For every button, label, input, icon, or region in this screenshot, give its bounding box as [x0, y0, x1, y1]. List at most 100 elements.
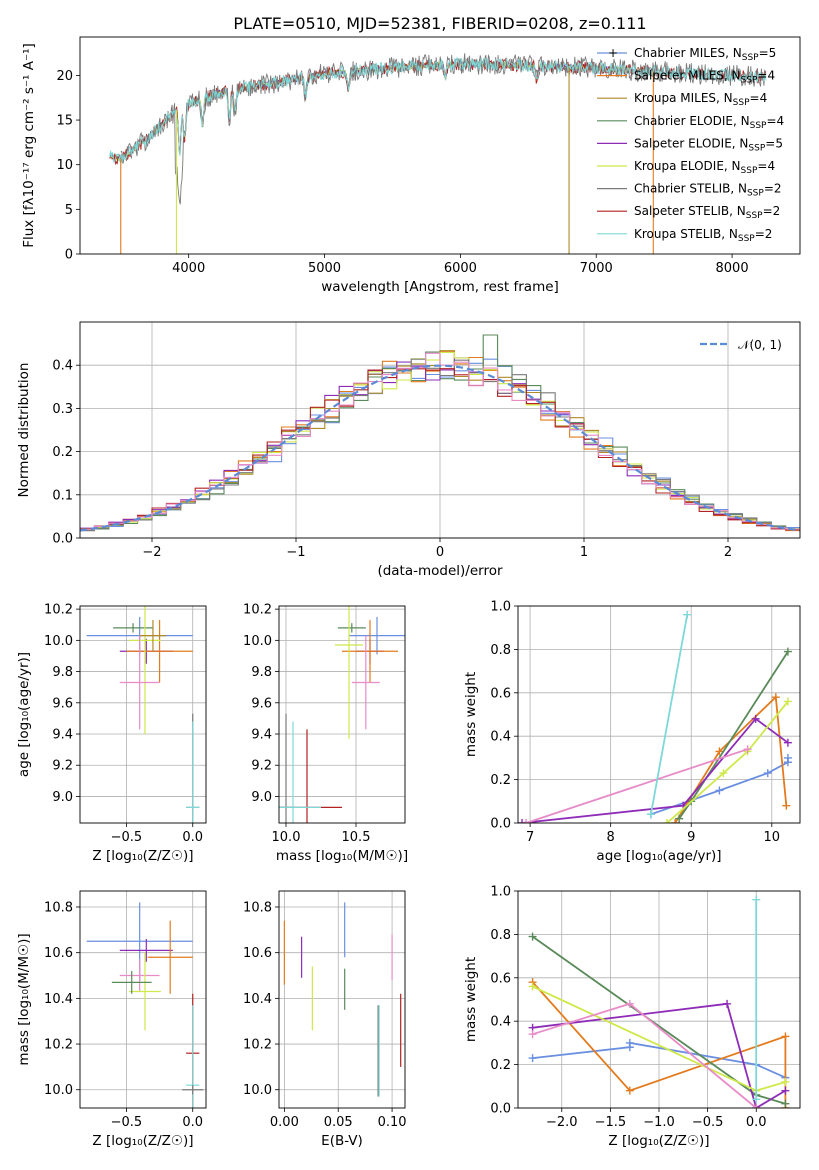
- y-tick-label: 10.4: [243, 992, 272, 1007]
- weight-marker: [528, 932, 537, 941]
- y-tick-label: 0.8: [490, 928, 511, 943]
- y-tick-label: 0.4: [490, 1015, 511, 1030]
- weight-marker: [518, 819, 527, 823]
- weight-line: [650, 614, 689, 815]
- x-tick-label: 10.0: [272, 830, 301, 845]
- y-tick-label: 0.3: [52, 402, 73, 417]
- weight-marker: [763, 769, 772, 778]
- x-tick-label: 7000: [580, 261, 613, 276]
- x-tick-label: 0: [436, 545, 444, 560]
- y-tick-label: 10: [56, 158, 73, 173]
- legend-label: Chabrier MILES, NSSP=5: [634, 46, 776, 63]
- mass-vs-Z-panel: −0.5 0.0 10.0 10.2 10.4 10.6 10.8 Z [log₁₀(Z/Z☉…: [16, 890, 207, 1149]
- legend-label: Kroupa MILES, NSSP=4: [634, 91, 767, 108]
- legend-label: Salpeter MILES, NSSP=4: [634, 69, 775, 86]
- y-tick-label: 10.8: [243, 900, 272, 915]
- weight-marker: [781, 1032, 790, 1041]
- legend-label: Chabrier ELODIE, NSSP=4: [634, 114, 784, 131]
- y-tick-label: 10.2: [44, 1038, 73, 1053]
- axes-frame: [517, 605, 801, 824]
- axes-frame: [517, 890, 801, 1109]
- x-tick-label: 0.10: [378, 1115, 407, 1130]
- weight-marker: [783, 697, 792, 706]
- weight-marker: [625, 1086, 634, 1095]
- weight-marker: [528, 1054, 537, 1063]
- weight-marker: [528, 1030, 537, 1039]
- axes-frame: [278, 890, 406, 1109]
- x-tick-label: 7: [526, 830, 534, 845]
- legend-label: Chabrier STELIB, NSSP=2: [634, 182, 782, 199]
- weight-marker: [675, 814, 684, 823]
- spectrum-panel: 4000 5000 6000 7000 8000 0 5 10 15 20 wavelength […: [21, 36, 801, 295]
- x-tick-label: 10.5: [342, 830, 371, 845]
- weight-marker: [671, 819, 680, 823]
- weight-marker: [528, 982, 537, 991]
- x-tick-label: −1: [286, 545, 305, 560]
- weight-marker: [715, 786, 724, 795]
- x-axis-label: E(B-V): [321, 1133, 363, 1149]
- y-tick-label: 0.4: [490, 730, 511, 745]
- weight-line: [666, 700, 789, 823]
- y-tick-label: 9.0: [52, 790, 73, 805]
- legend-label: Salpeter ELODIE, NSSP=5: [634, 136, 783, 153]
- axes-frame: [79, 321, 801, 539]
- spectrum-trace: [109, 56, 767, 164]
- y-tick-label: 10.8: [44, 900, 73, 915]
- y-tick-label: 15: [56, 114, 73, 129]
- weight-line: [650, 757, 789, 816]
- y-tick-label: 10.6: [44, 946, 73, 961]
- x-tick-label: 9: [687, 830, 695, 845]
- x-tick-label: 0.00: [270, 1115, 299, 1130]
- y-tick-label: 10.2: [243, 603, 272, 618]
- weight-marker: [782, 801, 791, 810]
- weight-line: [525, 748, 748, 823]
- y-tick-label: 10.0: [243, 634, 272, 649]
- y-tick-label: 1.0: [490, 885, 511, 900]
- y-tick-label: 9.0: [251, 790, 272, 805]
- plot-area: [80, 334, 800, 532]
- weight-marker: [752, 895, 761, 904]
- x-tick-label: 10: [764, 830, 781, 845]
- age-vs-Z-panel: −0.5 0.0 9.0 9.2 9.4 9.6 9.8 10.0 10.2 Z [log₁₀(Z…: [16, 603, 207, 864]
- plot-area: [283, 902, 402, 1097]
- y-tick-label: 0.0: [490, 817, 511, 832]
- gaussian-curve: [80, 364, 800, 532]
- y-tick-label: 0: [65, 248, 73, 263]
- x-tick-label: 4000: [172, 261, 205, 276]
- weight-marker: [743, 745, 752, 754]
- mass-vs-ebv-panel: 0.00 0.05 0.10 10.0 10.2 10.4 10.6 10.8 E(B-V): [243, 890, 407, 1149]
- weight-marker: [625, 999, 634, 1008]
- y-tick-label: 0.2: [490, 1058, 511, 1073]
- y-axis-label: mass weight: [463, 957, 479, 1042]
- weight-marker: [752, 1095, 761, 1104]
- weight-marker: [781, 1099, 790, 1108]
- y-tick-label: 9.2: [52, 759, 73, 774]
- y-tick-label: 10.0: [243, 1083, 272, 1098]
- y-tick-label: 0.1: [52, 488, 73, 503]
- y-tick-label: 0.6: [490, 971, 511, 986]
- weight-marker: [771, 693, 780, 702]
- y-tick-label: 10.2: [243, 1038, 272, 1053]
- x-axis-label: mass [log₁₀(M/M☉)]: [276, 848, 408, 864]
- weight-marker: [719, 769, 728, 778]
- y-tick-label: 0.2: [490, 773, 511, 788]
- weight-line: [532, 1002, 786, 1108]
- x-tick-label: 8: [607, 830, 615, 845]
- y-tick-label: 10.4: [44, 992, 73, 1007]
- x-tick-label: −2: [142, 545, 161, 560]
- x-axis-label: Z [log₁₀(Z/Z☉)]: [608, 1133, 709, 1149]
- weight-marker: [752, 1104, 761, 1108]
- plot-area: [109, 53, 767, 254]
- y-tick-label: 0.4: [52, 359, 73, 374]
- y-tick-label: 9.8: [251, 665, 272, 680]
- x-tick-label: 2: [724, 545, 732, 560]
- weight-marker: [715, 747, 724, 756]
- legend-label: 𝒩(0, 1): [738, 338, 782, 352]
- y-tick-label: 10.6: [243, 946, 272, 961]
- x-tick-label: 0.0: [182, 1115, 203, 1130]
- weight-vs-age-panel: 7 8 9 10 0.0 0.2 0.4 0.6 0.8 1.0 age [log₁₀(age/yr…: [463, 600, 801, 864]
- age-vs-mass-panel: 10.0 10.5 9.0 9.2 9.4 9.6 9.8 10.0 10.2 mass [log…: [243, 603, 408, 864]
- y-tick-label: 0.8: [490, 643, 511, 658]
- y-tick-label: 0.0: [490, 1102, 511, 1117]
